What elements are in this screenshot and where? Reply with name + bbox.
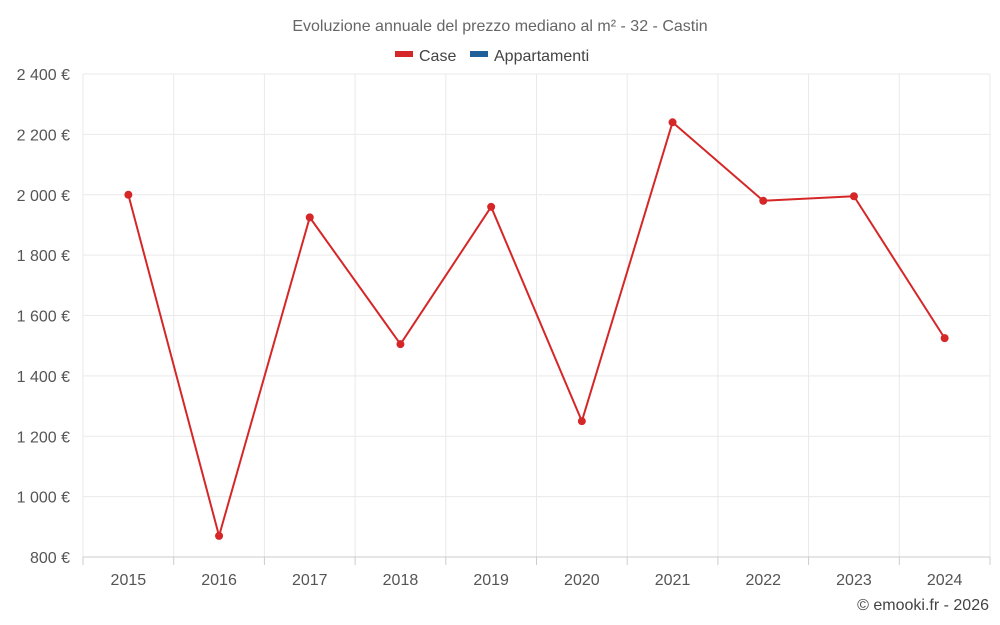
x-tick-label: 2023 xyxy=(836,572,872,589)
x-axis: 2015 2016 2017 2018 2019 2020 2021 2022 2023 2024 xyxy=(82,556,991,589)
legend-swatch-appartamenti xyxy=(470,51,488,57)
y-tick-label: 1 000 € xyxy=(17,490,70,507)
y-tick-label: 1 400 € xyxy=(17,369,70,386)
data-point[interactable] xyxy=(215,531,224,540)
x-tick-label: 2015 xyxy=(111,572,147,589)
data-point[interactable] xyxy=(487,202,496,211)
legend-swatch-case xyxy=(395,51,413,57)
legend-label-appartamenti[interactable]: Appartamenti xyxy=(494,48,589,65)
x-tick-label: 2018 xyxy=(383,572,419,589)
chart-title: Evoluzione annuale del prezzo mediano al… xyxy=(292,18,707,35)
y-tick-label: 2 000 € xyxy=(17,188,70,205)
x-tick-label: 2024 xyxy=(927,572,963,589)
y-tick-label: 1 200 € xyxy=(17,429,70,446)
series-layer xyxy=(124,118,949,540)
x-tick-label: 2016 xyxy=(201,572,237,589)
y-tick-label: 800 € xyxy=(30,550,70,567)
series-line-case xyxy=(127,121,946,537)
x-tick-label: 2021 xyxy=(655,572,691,589)
y-tick-label: 1 800 € xyxy=(17,248,70,265)
y-tick-label: 2 400 € xyxy=(17,67,70,84)
x-tick-label: 2022 xyxy=(745,572,781,589)
x-tick-label: 2019 xyxy=(473,572,509,589)
y-axis: 800 € 1 000 € 1 200 € 1 400 € 1 600 € 1 800 €… xyxy=(17,67,70,567)
data-point[interactable] xyxy=(124,190,133,199)
data-point[interactable] xyxy=(759,196,768,205)
data-point[interactable] xyxy=(940,334,949,343)
data-point[interactable] xyxy=(849,192,858,201)
x-tick-label: 2017 xyxy=(292,572,328,589)
y-tick-label: 1 600 € xyxy=(17,309,70,326)
credit-text: © emooki.fr - 2026 xyxy=(857,597,989,614)
legend: Case Appartamenti xyxy=(395,48,589,65)
legend-label-case[interactable]: Case xyxy=(419,48,456,65)
data-point[interactable] xyxy=(305,213,314,222)
x-tick-label: 2020 xyxy=(564,572,600,589)
data-point[interactable] xyxy=(396,340,405,349)
y-tick-label: 2 200 € xyxy=(17,127,70,144)
data-point[interactable] xyxy=(577,417,586,426)
data-point[interactable] xyxy=(668,118,677,127)
